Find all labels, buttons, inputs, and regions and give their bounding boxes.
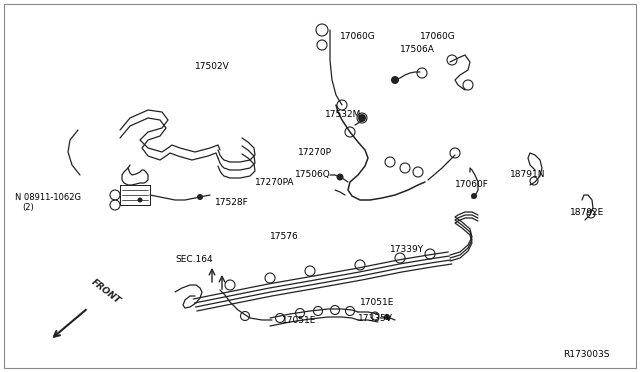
Text: 17532M: 17532M — [325, 110, 362, 119]
Text: R173003S: R173003S — [563, 350, 610, 359]
Text: 17060G: 17060G — [420, 32, 456, 41]
Text: 17270PA: 17270PA — [255, 178, 294, 187]
Circle shape — [138, 198, 143, 202]
Text: FRONT: FRONT — [90, 278, 122, 306]
Text: 18792E: 18792E — [570, 208, 604, 217]
Text: (2): (2) — [22, 203, 34, 212]
Text: SEC.164: SEC.164 — [175, 255, 212, 264]
Circle shape — [197, 194, 203, 200]
Text: 17051E: 17051E — [360, 298, 394, 307]
Text: 17051E: 17051E — [282, 316, 316, 325]
Text: 17576: 17576 — [270, 232, 299, 241]
Text: 18791N: 18791N — [510, 170, 545, 179]
Circle shape — [384, 314, 390, 320]
Text: 17335V: 17335V — [358, 314, 393, 323]
Circle shape — [391, 76, 399, 84]
Text: 17506Q: 17506Q — [295, 170, 331, 179]
Text: 17060G: 17060G — [340, 32, 376, 41]
Text: 17528F: 17528F — [215, 198, 249, 207]
Text: 17506A: 17506A — [400, 45, 435, 54]
Circle shape — [471, 193, 477, 199]
Text: 17502V: 17502V — [195, 62, 230, 71]
Circle shape — [337, 173, 344, 180]
Text: 17060F: 17060F — [455, 180, 489, 189]
Text: 17339Y: 17339Y — [390, 245, 424, 254]
Circle shape — [358, 114, 366, 122]
Text: N 08911-1062G: N 08911-1062G — [15, 193, 81, 202]
Text: 17270P: 17270P — [298, 148, 332, 157]
